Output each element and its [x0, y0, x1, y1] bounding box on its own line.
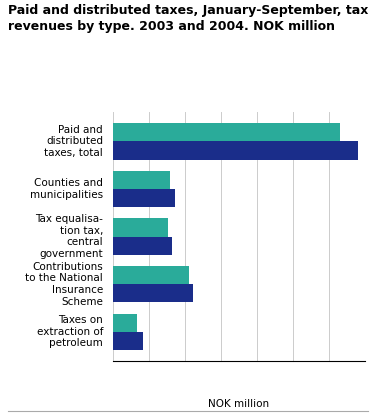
X-axis label: NOK million: NOK million: [208, 398, 269, 408]
Bar: [113, 237, 172, 255]
Bar: [113, 314, 136, 332]
Text: Paid and distributed taxes, January-September, tax
revenues by type. 2003 and 20: Paid and distributed taxes, January-Sept…: [8, 4, 368, 33]
Bar: [113, 123, 340, 142]
Bar: [113, 284, 193, 302]
Bar: [113, 171, 170, 189]
Bar: [113, 189, 176, 207]
Bar: [113, 332, 143, 350]
Bar: [113, 266, 189, 284]
Bar: [113, 218, 167, 237]
Bar: [113, 142, 358, 159]
